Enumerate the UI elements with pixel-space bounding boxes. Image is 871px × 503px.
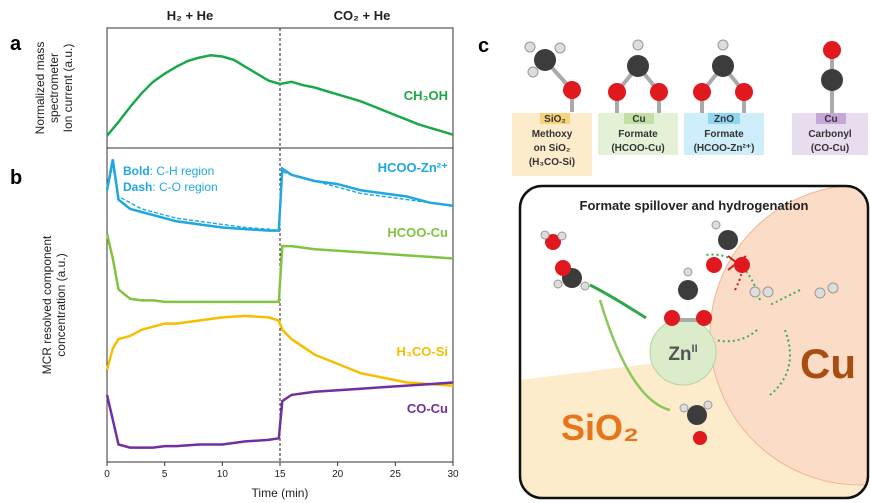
annotation: Dash: C-O region xyxy=(123,180,218,194)
zn-label: ZnII xyxy=(668,343,697,365)
molecule-icons xyxy=(524,39,843,114)
species-label: (HCOO-Cu) xyxy=(611,143,664,154)
panel-label: c xyxy=(478,35,489,57)
species-label: on SiO₂ xyxy=(534,143,571,154)
support-label: Cu xyxy=(824,114,837,125)
support-label: ZnO xyxy=(714,114,734,125)
zn-text: Zn xyxy=(668,344,691,365)
scheme-title: Formate spillover and hydrogenation xyxy=(580,198,809,213)
scheme-frame xyxy=(518,184,870,500)
annotation-part: : C-H region xyxy=(150,164,215,178)
series-label: H₃CO-Si xyxy=(396,344,448,359)
phase-label: CO₂ + He xyxy=(334,8,391,23)
series-label: HCOO-Zn²⁺ xyxy=(378,160,449,175)
species-label: (H₃CO-Si) xyxy=(529,157,575,168)
species-label: Formate xyxy=(704,129,744,140)
species-box: Cu Carbonyl (CO-Cu) xyxy=(792,113,868,155)
series-label: HCOO-Cu xyxy=(387,225,448,240)
series-label: CH₃OH xyxy=(404,88,448,103)
x-tick-label: 15 xyxy=(274,469,286,480)
support-label: Cu xyxy=(632,114,645,125)
series-line xyxy=(106,54,454,137)
scheme-background xyxy=(520,186,868,498)
annotation: Bold: C-H region xyxy=(123,164,214,178)
series-label: CO-Cu xyxy=(407,401,448,416)
y-axis-label: MCR resolved component xyxy=(40,235,54,374)
x-tick-label: 10 xyxy=(217,469,229,480)
scheme-arrows xyxy=(589,253,801,412)
series-line xyxy=(105,314,454,387)
panel-label: a xyxy=(10,33,22,55)
y-axis-label: spectrometer xyxy=(47,53,61,123)
species-label: Carbonyl xyxy=(808,129,852,140)
zn-sup: II xyxy=(692,343,698,355)
panel-label: b xyxy=(10,167,22,189)
sio2-label: SiO₂ xyxy=(561,407,639,448)
y-axis-label: Normalized mass xyxy=(33,42,47,135)
annotation-part: : C-O region xyxy=(152,180,217,194)
x-tick-label: 5 xyxy=(162,469,168,480)
annotation-part: Dash xyxy=(123,180,152,194)
scheme-molecules xyxy=(540,220,839,445)
x-axis-label: Time (min) xyxy=(252,486,309,500)
cu-label: Cu xyxy=(800,340,856,387)
support-label: SiO₂ xyxy=(544,114,566,125)
series-line xyxy=(105,381,454,449)
annotation-part: Bold xyxy=(123,164,150,178)
species-label: Formate xyxy=(618,129,658,140)
species-label: (CO-Cu) xyxy=(811,143,849,154)
x-tick-label: 0 xyxy=(104,469,110,480)
y-axis-label: concentration (a.u.) xyxy=(54,253,68,356)
x-tick-label: 30 xyxy=(447,469,459,480)
series-line xyxy=(105,159,454,232)
panel-c: c SiO₂ Methoxy on SiO₂ (H₃CO-Si) Cu xyxy=(478,35,870,500)
series-line xyxy=(105,233,454,304)
species-label: Methoxy xyxy=(532,129,573,140)
series-line-dashed xyxy=(106,165,454,232)
x-tick-label: 25 xyxy=(390,469,402,480)
phase-label: H₂ + He xyxy=(167,8,214,23)
species-label: (HCOO-Zn²⁺) xyxy=(694,143,755,154)
y-axis-label: Ion current (a.u.) xyxy=(61,44,75,133)
species-box: ZnO Formate (HCOO-Zn²⁺) xyxy=(684,113,764,155)
x-tick-label: 20 xyxy=(332,469,344,480)
species-box: Cu Formate (HCOO-Cu) xyxy=(598,113,678,155)
species-box: SiO₂ Methoxy on SiO₂ (H₃CO-Si) xyxy=(512,113,592,176)
